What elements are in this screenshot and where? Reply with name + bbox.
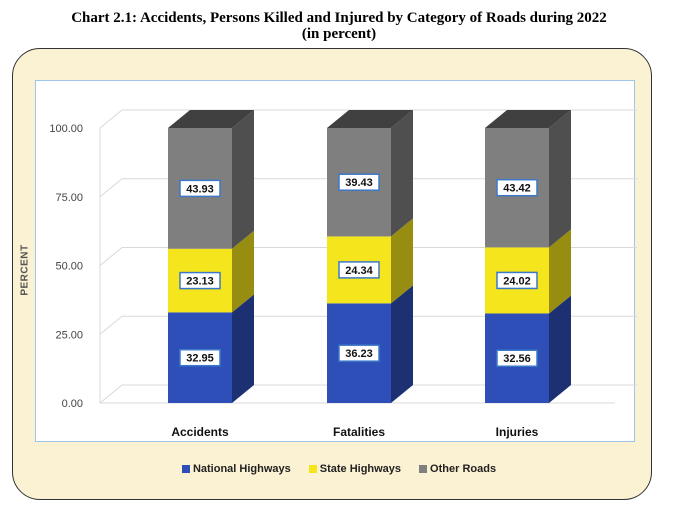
data-label-box (496, 178, 538, 197)
legend-label-state-highways: State Highways (319, 463, 402, 475)
bar-side-face (391, 285, 413, 403)
bar-side-face (549, 110, 571, 248)
data-label: 32.56 (503, 353, 531, 365)
grid-line-depth (99, 178, 123, 198)
bar-side-face (232, 109, 254, 249)
data-label-box (179, 348, 221, 367)
data-label-box (496, 271, 538, 290)
y-tick-label: 25.00 (55, 329, 83, 341)
data-label: 39.43 (345, 177, 373, 189)
bar-side-face (391, 110, 413, 237)
grid-line-depth (99, 384, 123, 404)
data-label-box (179, 179, 221, 198)
bar-side-face (232, 230, 254, 313)
grid-line-depth (99, 247, 123, 266)
bar-top-face (327, 110, 413, 128)
legend-item-national-highways: National Highways (181, 463, 291, 475)
chart-title-sub: (in percent) (301, 26, 377, 42)
bar-side-face (549, 295, 571, 403)
x-tick-label: Injuries (496, 425, 539, 439)
grid-line-depth (99, 315, 123, 335)
data-label-box (179, 271, 221, 290)
data-label-box (338, 261, 380, 279)
y-tick-label: 0.00 (62, 398, 83, 410)
data-label: 32.95 (186, 353, 214, 365)
data-label-box (496, 349, 538, 367)
legend-item-state-highways: State Highways (308, 463, 402, 475)
data-label: 24.02 (503, 275, 531, 287)
data-label: 24.34 (345, 265, 373, 277)
x-tick-label: Fatalities (333, 425, 385, 439)
bar-top-face (485, 110, 571, 128)
data-label: 23.13 (186, 276, 214, 288)
bar-side-face (391, 218, 413, 304)
data-label: 36.23 (345, 348, 373, 360)
legend-swatch-state-highways (308, 465, 317, 473)
legend-swatch-national-highways (181, 465, 190, 473)
y-tick-label: 50.00 (55, 261, 83, 273)
legend-item-other-roads: Other Roads (419, 463, 496, 475)
legend: National Highways State Highways Other R… (0, 463, 678, 475)
data-label-box (338, 344, 380, 362)
legend-label-other-roads: Other Roads (430, 463, 497, 475)
bar-top-face (168, 109, 254, 128)
data-label: 43.42 (503, 183, 531, 195)
legend-swatch-other-roads (419, 465, 428, 473)
y-tick-label: 100.00 (49, 123, 83, 135)
bar-side-face (232, 294, 254, 403)
chart-title: Chart 2.1: Accidents, Persons Killed and… (0, 10, 678, 42)
x-tick-label: Accidents (171, 425, 229, 439)
bar-side-face (549, 229, 571, 314)
data-label: 43.93 (186, 183, 214, 195)
grid-line-depth (99, 109, 123, 129)
legend-label-national-highways: National Highways (192, 463, 291, 475)
y-tick-label: 75.00 (55, 192, 83, 204)
data-label-box (338, 173, 380, 191)
chart-title-main: Chart 2.1: Accidents, Persons Killed and… (71, 10, 607, 26)
